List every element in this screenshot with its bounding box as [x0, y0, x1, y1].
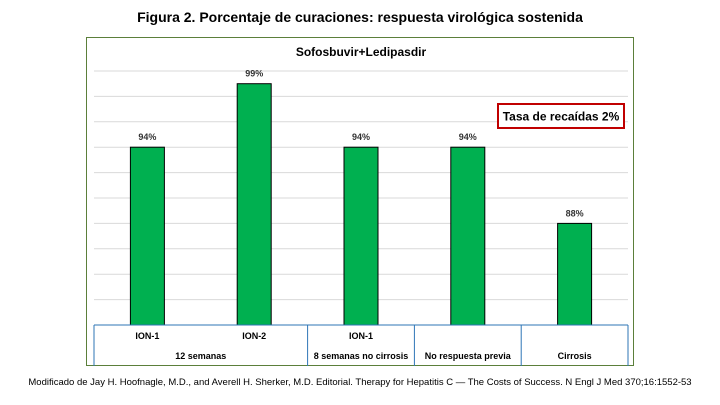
bar — [557, 222, 593, 326]
source-citation: Modificado de Jay H. Hoofnagle, M.D., an… — [28, 377, 692, 388]
bar-value-label: 94% — [459, 132, 477, 142]
bars: 94% 99% 94% 94% 88% — [129, 69, 593, 326]
bar-value-label: 99% — [245, 69, 263, 79]
bar — [450, 146, 486, 326]
chart-frame: Sofosbuvir+Ledipasdir 94% 99% 94% 94% 88% IO… — [86, 37, 634, 366]
bar — [343, 146, 379, 326]
category-tick-label: ION-1 — [349, 331, 373, 341]
group-label: 12 semanas — [175, 351, 226, 361]
group-label: 8 semanas no cirrosis — [314, 351, 409, 361]
relapse-rate-text: Tasa de recaídas 2% — [503, 110, 620, 124]
group-label: Cirrosis — [558, 351, 592, 361]
bar-chart: Sofosbuvir+Ledipasdir 94% 99% 94% 94% 88% IO… — [93, 45, 629, 366]
bar-value-label: 94% — [138, 132, 156, 142]
category-tick-label: ION-2 — [242, 331, 266, 341]
category-axis: ION-1 ION-2 ION-1 12 semanas 8 semanas no ci… — [93, 324, 629, 366]
bar — [129, 146, 165, 326]
relapse-rate-callout: Tasa de recaídas 2% — [497, 103, 625, 129]
chart-title: Sofosbuvir+Ledipasdir — [296, 45, 427, 59]
figure-title: Figura 2. Porcentaje de curaciones: resp… — [137, 9, 583, 25]
bar-value-label: 94% — [352, 132, 370, 142]
bar — [236, 83, 272, 326]
category-tick-label: ION-1 — [135, 331, 159, 341]
bar-value-label: 88% — [566, 208, 584, 218]
group-label: No respuesta previa — [425, 351, 512, 361]
